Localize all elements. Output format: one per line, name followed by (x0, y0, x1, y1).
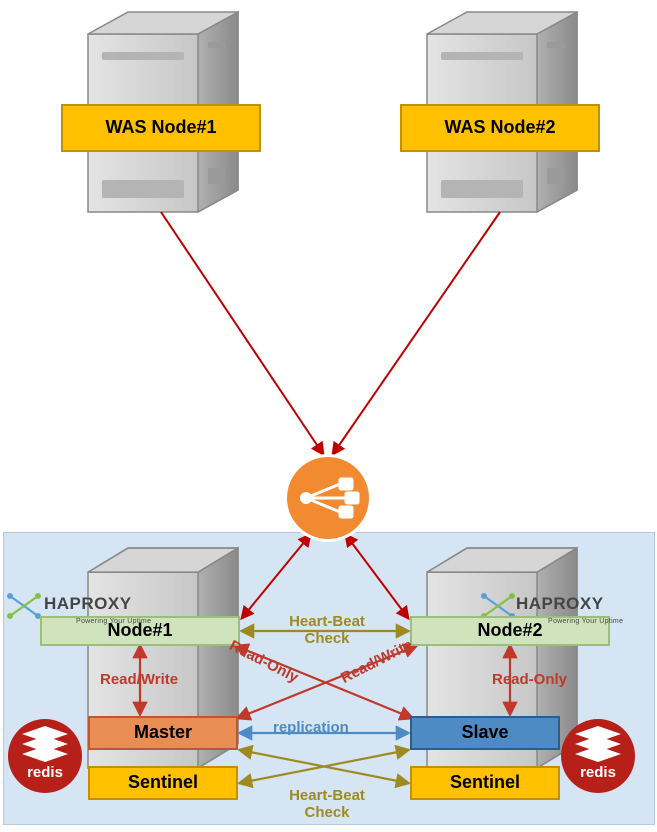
sentinel-1: Sentinel (88, 766, 238, 800)
sent1-label: Sentinel (128, 773, 198, 793)
heartbeat-top-label: Heart-Beat Check (272, 614, 382, 647)
haproxy-text-1: HAPROXY Powering Your Uptime (44, 594, 132, 632)
was1-label: WAS Node#1 (105, 118, 216, 138)
haproxy1-tag: Powering Your Uptime (76, 618, 151, 625)
master-label: Master (134, 723, 192, 743)
haproxy1-word: HAPROXY (44, 594, 132, 613)
replication-label: replication (273, 720, 349, 737)
readonly-right-label: Read-Only (492, 672, 567, 689)
was2-label: WAS Node#2 (444, 118, 555, 138)
haproxy2-tag: Powering Your Uptime (548, 618, 623, 625)
redis-master: Master (88, 716, 238, 750)
loadbalancer-icon (284, 454, 372, 542)
heartbeat-bottom-label: Heart-Beat Check (272, 788, 382, 821)
was-node-1: WAS Node#1 (61, 104, 261, 152)
readwrite-left-label: Read/Write (100, 672, 178, 689)
slave-label: Slave (461, 723, 508, 743)
sent2-label: Sentinel (450, 773, 520, 793)
was-node-2: WAS Node#2 (400, 104, 600, 152)
haproxy-text-2: HAPROXY Powering Your Uptime (516, 594, 604, 632)
sentinel-2: Sentinel (410, 766, 560, 800)
redis-slave: Slave (410, 716, 560, 750)
haproxy2-word: HAPROXY (516, 594, 604, 613)
